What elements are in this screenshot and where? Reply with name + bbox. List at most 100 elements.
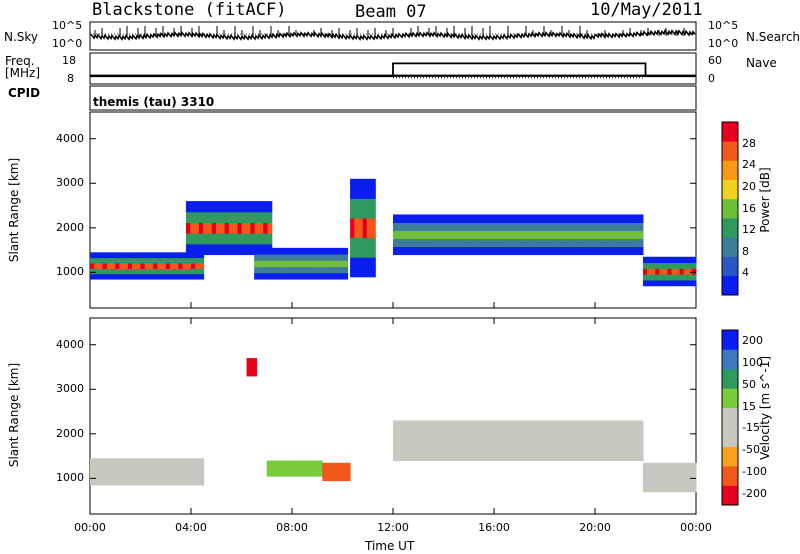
heatmap-cell: [215, 233, 221, 245]
heatmap-cell: [465, 238, 470, 248]
heatmap-cell: [422, 246, 428, 256]
heatmap-cell: [271, 473, 276, 477]
date-title: 10/May/2011: [590, 0, 703, 20]
power-colorbar-tick: 8: [742, 244, 749, 258]
heatmap-cell: [228, 233, 234, 245]
heatmap-cell: [309, 463, 315, 468]
heatmap-cell: [679, 279, 685, 287]
heatmap-cell: [528, 420, 534, 429]
heatmap-cell: [439, 428, 445, 437]
heatmap-cell: [613, 230, 619, 240]
heatmap-cell: [174, 463, 179, 470]
heatmap-cell: [528, 222, 534, 231]
noise-left-tick-bottom: 10^0: [52, 37, 83, 50]
heatmap-cell: [604, 452, 610, 462]
heatmap-cell: [102, 257, 108, 264]
heatmap-cell: [279, 247, 285, 255]
heatmap-cell: [651, 256, 656, 264]
heatmap-cell: [477, 428, 483, 437]
heatmap-cell: [634, 436, 640, 446]
heatmap-cell: [343, 247, 349, 255]
heatmap-cell: [271, 272, 276, 280]
heatmap-cell: [123, 469, 129, 475]
heatmap-cell: [178, 263, 184, 269]
heatmap-cell: [106, 263, 112, 269]
heatmap-cell: [520, 428, 525, 437]
heatmap-cell: [237, 233, 243, 245]
heatmap-cell: [401, 436, 407, 446]
heatmap-cell: [443, 420, 449, 429]
heatmap-cell: [132, 479, 137, 486]
heatmap-cell: [275, 463, 281, 468]
freq-panel-frame: [89, 52, 697, 85]
heatmap-cell: [220, 222, 226, 234]
power-colorbar-swatch: [722, 198, 738, 219]
heatmap-cell: [655, 268, 660, 275]
heatmap-cell: [275, 260, 281, 268]
heatmap-cell: [562, 222, 568, 231]
heatmap-cell: [258, 254, 264, 261]
heatmap-cell: [283, 473, 289, 477]
heatmap-cell: [186, 469, 192, 475]
heatmap-cell: [313, 463, 319, 468]
heatmap-cell: [558, 230, 563, 240]
heatmap-cell: [659, 474, 664, 481]
heatmap-cell: [469, 444, 475, 454]
heatmap-cell: [630, 222, 636, 231]
heatmap-cell: [393, 436, 398, 446]
heatmap-cell: [507, 246, 513, 256]
heatmap-cell: [642, 268, 648, 275]
heatmap-cell: [566, 238, 572, 248]
heatmap-cell: [119, 273, 125, 280]
x-tick-label: 20:00: [579, 521, 611, 534]
heatmap-cell: [583, 452, 589, 462]
heatmap-cell: [452, 246, 458, 256]
heatmap-cell: [288, 266, 293, 274]
heatmap-cell: [647, 468, 652, 475]
heatmap-cell: [655, 262, 660, 269]
heatmap-cell: [613, 452, 619, 462]
heatmap-cell: [604, 230, 610, 240]
heatmap-cell: [583, 222, 589, 231]
heatmap-cell: [490, 428, 496, 437]
heatmap-cell: [401, 420, 407, 429]
heatmap-cell: [524, 246, 530, 256]
heatmap-cell: [477, 444, 483, 454]
heatmap-cell: [687, 480, 693, 487]
heatmap-cell: [174, 268, 179, 275]
heatmap-cell: [439, 230, 445, 240]
heatmap-cell: [174, 474, 179, 481]
heatmap-cell: [405, 444, 411, 454]
heatmap-cell: [292, 260, 298, 268]
heatmap-cell: [507, 222, 513, 231]
heatmap-cell: [165, 463, 171, 470]
heatmap-cell: [465, 420, 470, 429]
heatmap-cell: [630, 238, 636, 248]
heatmap-cell: [515, 428, 521, 437]
heatmap-cell: [511, 436, 517, 446]
heatmap-cell: [283, 260, 289, 268]
heatmap-cell: [330, 266, 336, 274]
heatmap-cell: [165, 252, 171, 259]
heatmap-cell: [617, 214, 623, 223]
heatmap-cell: [490, 238, 496, 248]
freq-unit-label: [MHz]: [5, 66, 41, 80]
heatmap-cell: [683, 468, 689, 475]
heatmap-cell: [237, 222, 243, 234]
heatmap-cell: [111, 252, 116, 259]
heatmap-cell: [507, 428, 513, 437]
heatmap-cell: [448, 428, 453, 437]
heatmap-cell: [549, 428, 555, 437]
heatmap-cell: [647, 262, 652, 269]
heatmap-cell: [634, 214, 640, 223]
heatmap-cell: [405, 238, 411, 248]
y-tick-label: 2000: [56, 220, 84, 234]
heatmap-cell: [537, 246, 542, 256]
heatmap-cell: [583, 428, 589, 437]
heatmap-cell: [524, 238, 530, 248]
heatmap-cell: [626, 230, 631, 240]
heatmap-cell: [515, 230, 521, 240]
nave-tick-bottom: 0: [708, 72, 715, 85]
heatmap-cell: [98, 479, 104, 486]
heatmap-cell: [469, 214, 475, 223]
